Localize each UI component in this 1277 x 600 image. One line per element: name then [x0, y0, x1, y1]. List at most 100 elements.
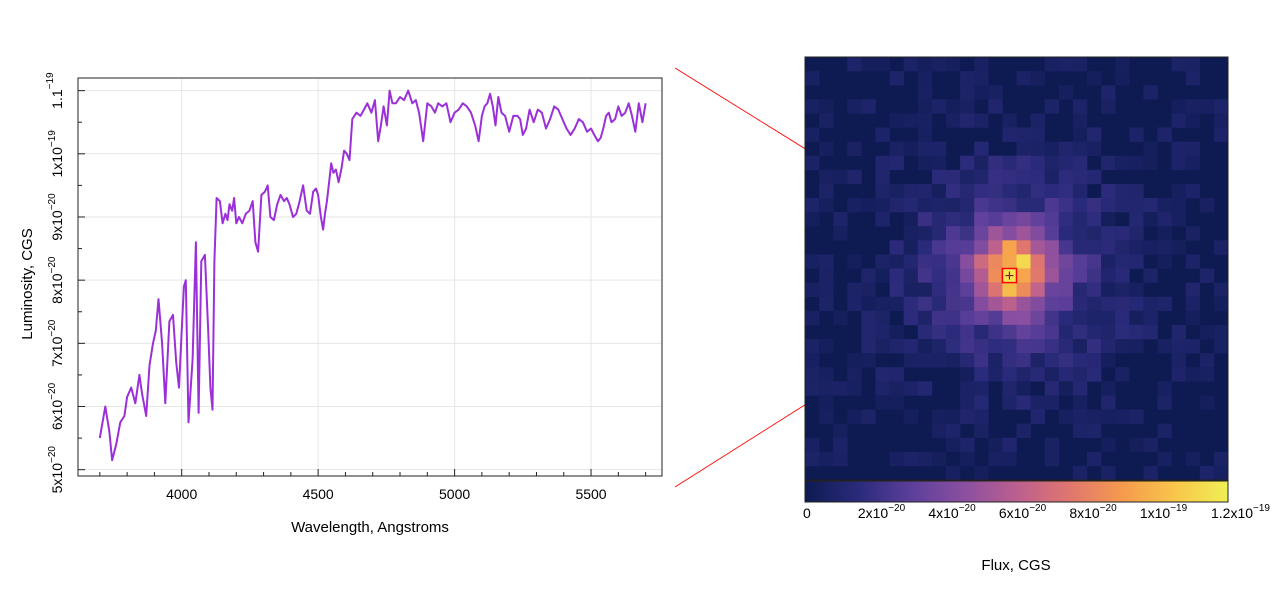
heatmap-cell: [1115, 282, 1130, 297]
heatmap-cell: [931, 155, 947, 171]
heatmap-cell: [875, 254, 890, 269]
heatmap-cell: [960, 282, 975, 297]
heatmap-cell: [1058, 282, 1074, 297]
heatmap-cell: [903, 296, 919, 312]
heatmap-cell: [917, 268, 933, 283]
heatmap-cell: [903, 268, 919, 283]
heatmap-cell: [1157, 395, 1172, 410]
heatmap-cell: [960, 71, 975, 86]
heatmap-cell: [1072, 57, 1088, 72]
heatmap-cell: [805, 198, 820, 213]
heatmap-cell: [988, 99, 1003, 114]
heatmap-cell: [1002, 310, 1017, 326]
heatmap-cell: [1016, 198, 1031, 213]
heatmap-cell: [1129, 282, 1144, 297]
heatmap-cell: [1087, 367, 1102, 382]
heatmap-cell: [875, 395, 890, 410]
heatmap-cell: [1129, 254, 1144, 269]
heatmap-cell: [819, 198, 834, 213]
spectrum-y-axis-label: Luminosity, CGS: [19, 228, 36, 339]
heatmap-cell: [1185, 254, 1201, 269]
heatmap-cell: [1044, 310, 1060, 326]
heatmap-cell: [889, 268, 904, 283]
heatmap-cell: [1072, 268, 1088, 283]
heatmap-cell: [1143, 437, 1158, 453]
heatmap-cell: [1115, 296, 1130, 312]
heatmap-cell: [917, 296, 933, 312]
heatmap-cell: [1058, 310, 1074, 326]
heatmap-cell: [1030, 240, 1045, 255]
heatmap-cell: [974, 409, 989, 424]
heatmap-cell: [1072, 141, 1088, 156]
heatmap-cell: [1101, 85, 1116, 100]
heatmap-cell: [1101, 465, 1116, 481]
colorbar-tick-labels: 0 2x10−20 4x10−20 6x10−20 8x10−20 1x10−19 1.2x…: [803, 503, 1270, 521]
heatmap-cell: [1185, 71, 1201, 86]
heatmap-cell: [931, 296, 947, 312]
heatmap-cell: [1030, 198, 1045, 213]
heatmap-cell: [917, 127, 933, 142]
heatmap-cell: [1115, 339, 1130, 354]
heatmap-cell: [819, 367, 834, 382]
heatmap-cell: [819, 268, 834, 283]
heatmap-cell: [1044, 324, 1060, 340]
heatmap-cell: [1199, 465, 1215, 481]
heatmap-cell: [1087, 423, 1102, 438]
heatmap-cell: [1087, 71, 1102, 86]
y-tick-label: 6x10−20: [47, 382, 65, 430]
heatmap-cell: [1213, 296, 1229, 312]
heatmap-cell: [903, 240, 919, 255]
heatmap-cell: [1072, 212, 1088, 227]
heatmap-cell: [1016, 353, 1031, 368]
heatmap-cell: [917, 310, 933, 326]
heatmap-cell: [1030, 141, 1045, 156]
heatmap-cell: [917, 353, 933, 368]
heatmap-cell: [1129, 437, 1144, 453]
heatmap-cell: [1143, 324, 1158, 340]
heatmap-cell: [1030, 339, 1045, 354]
heatmap-cell: [861, 198, 876, 213]
heatmap-cell: [988, 367, 1003, 382]
heatmap-cell: [1030, 296, 1045, 312]
heatmap-cell: [1199, 353, 1215, 368]
heatmap-cell: [1044, 437, 1060, 453]
heatmap-cell: [917, 451, 933, 467]
heatmap-cell: [1087, 212, 1102, 227]
colorbar-axis-label: Flux, CGS: [981, 557, 1050, 574]
heatmap-cell: [1115, 240, 1130, 255]
heatmap-cell: [960, 169, 975, 185]
heatmap-cell: [1101, 212, 1116, 227]
heatmap-cell: [960, 296, 975, 312]
heatmap-cell: [1072, 381, 1088, 396]
heatmap-cell: [1016, 226, 1031, 241]
heatmap-cell: [1002, 240, 1017, 255]
heatmap-cell: [1072, 226, 1088, 241]
flux-colorbar: [804, 480, 1229, 503]
heatmap-cell: [1016, 127, 1031, 142]
colorbar-tick-label: 8x10−20: [1069, 503, 1117, 521]
heatmap-cell: [819, 451, 834, 467]
heatmap-cell: [903, 57, 919, 72]
heatmap-cell: [1058, 339, 1074, 354]
heatmap-cell: [946, 212, 961, 227]
heatmap-cell: [861, 282, 876, 297]
heatmap-cell: [1171, 155, 1186, 171]
heatmap-cell: [1185, 57, 1201, 72]
heatmap-cell: [903, 113, 919, 128]
heatmap-cell: [1030, 183, 1045, 199]
heatmap-cell: [833, 437, 848, 453]
heatmap-cell: [1058, 353, 1074, 368]
heatmap-cell: [1157, 240, 1172, 255]
heatmap-cell: [1101, 339, 1116, 354]
x-tick-label: 4500: [303, 486, 334, 502]
heatmap-cell: [1157, 254, 1172, 269]
heatmap-cell: [931, 324, 947, 340]
heatmap-cell: [875, 296, 890, 312]
heatmap-cell: [861, 268, 876, 283]
heatmap-cell: [903, 339, 919, 354]
heatmap-cell: [1087, 310, 1102, 326]
heatmap-cell: [1072, 183, 1088, 199]
heatmap-cell: [1072, 169, 1088, 185]
heatmap-cell: [988, 169, 1003, 185]
heatmap-cell: [1157, 226, 1172, 241]
